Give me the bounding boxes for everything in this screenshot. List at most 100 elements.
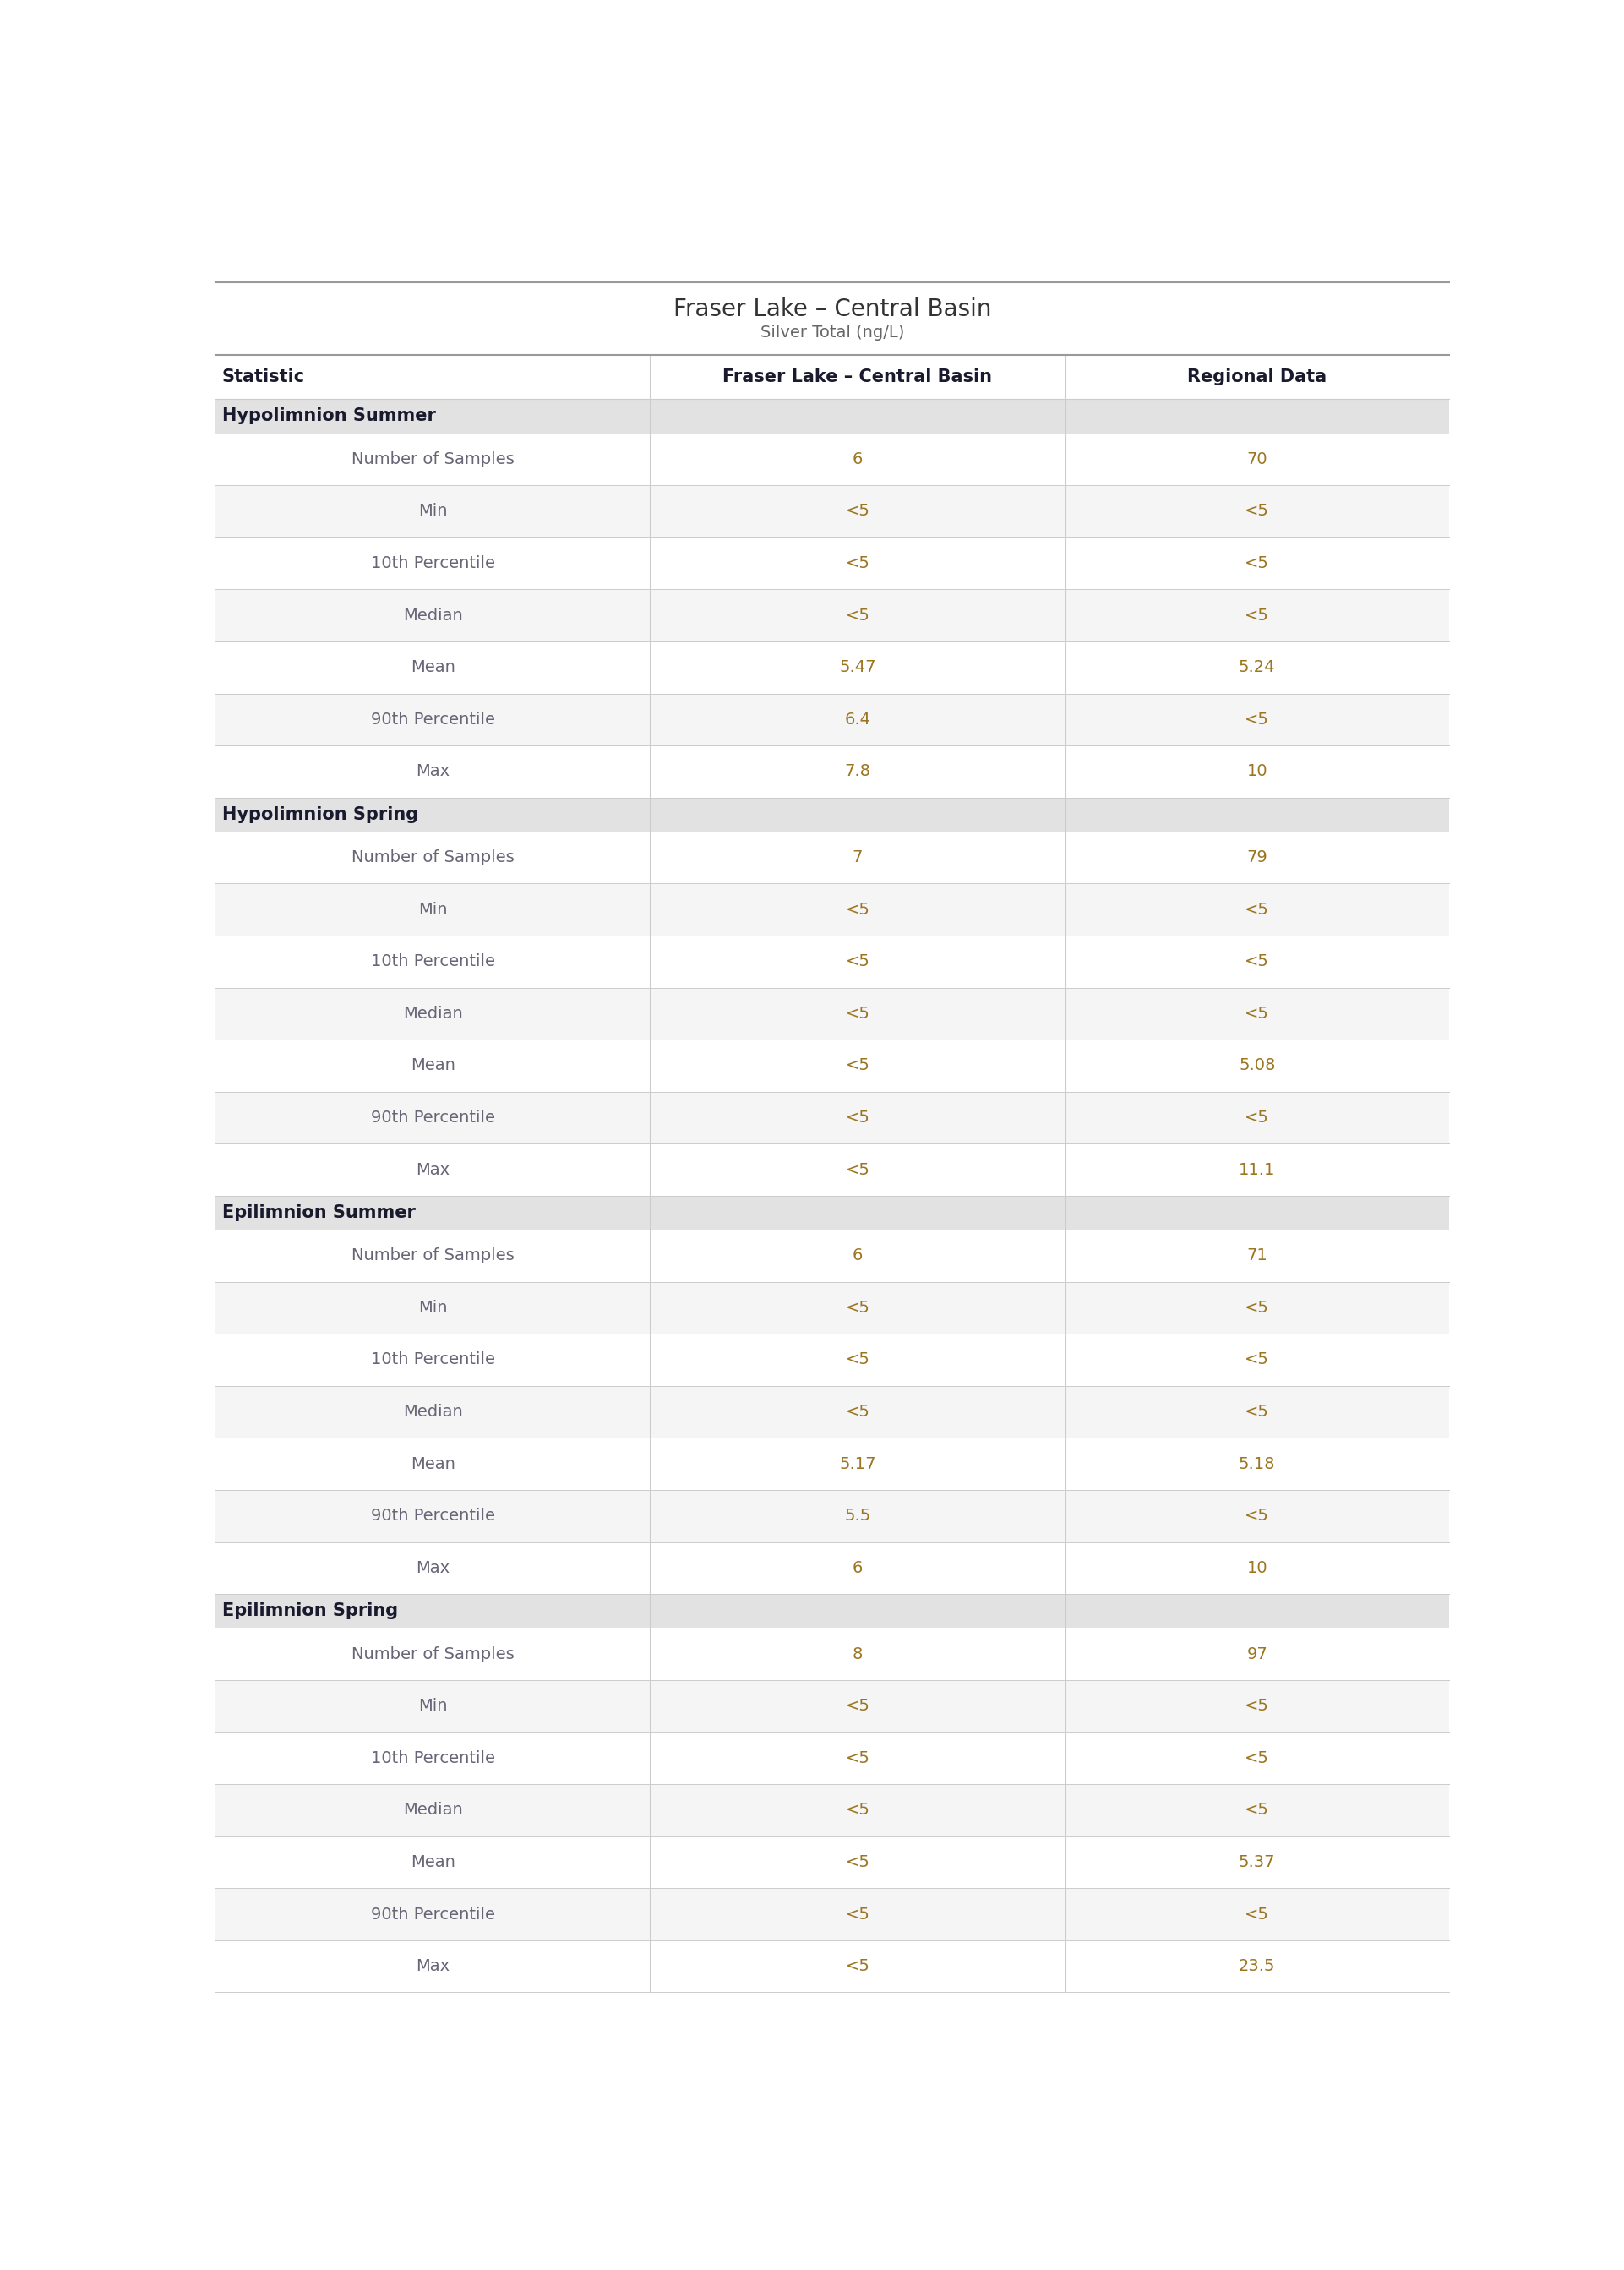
Text: Min: Min (417, 504, 447, 520)
Bar (216, 1489, 1449, 1541)
Text: <5: <5 (1246, 1507, 1270, 1523)
Text: <5: <5 (844, 1351, 870, 1369)
Text: 10: 10 (1247, 763, 1267, 779)
Text: 5.47: 5.47 (840, 658, 875, 676)
Text: Number of Samples: Number of Samples (351, 849, 515, 865)
Text: <5: <5 (844, 504, 870, 520)
Text: <5: <5 (1246, 1301, 1270, 1317)
Text: 5.18: 5.18 (1239, 1455, 1275, 1471)
Text: 71: 71 (1247, 1249, 1268, 1264)
Text: Mean: Mean (411, 658, 455, 676)
Bar (216, 1628, 1449, 1680)
Text: <5: <5 (844, 1058, 870, 1074)
Bar (216, 1230, 1449, 1283)
Text: <5: <5 (1246, 1006, 1270, 1021)
Text: Fraser Lake – Central Basin: Fraser Lake – Central Basin (674, 297, 991, 322)
Bar (216, 987, 1449, 1040)
Text: 5.17: 5.17 (840, 1455, 875, 1471)
Text: <5: <5 (844, 953, 870, 969)
Text: <5: <5 (844, 1855, 870, 1870)
Text: 10th Percentile: 10th Percentile (370, 556, 495, 572)
Text: <5: <5 (1246, 504, 1270, 520)
Text: 10th Percentile: 10th Percentile (370, 1351, 495, 1369)
Text: 5.5: 5.5 (844, 1507, 870, 1523)
Text: <5: <5 (1246, 1110, 1270, 1126)
Text: Statistic: Statistic (222, 368, 305, 386)
Text: 6.4: 6.4 (844, 711, 870, 726)
Text: 5.37: 5.37 (1239, 1855, 1275, 1870)
Text: Max: Max (416, 1162, 450, 1178)
Text: 8: 8 (853, 1646, 862, 1662)
Text: <5: <5 (1246, 953, 1270, 969)
Bar (216, 1385, 1449, 1437)
Bar (216, 590, 1449, 642)
Text: <5: <5 (844, 1110, 870, 1126)
Text: 7.8: 7.8 (844, 763, 870, 779)
Text: <5: <5 (844, 1907, 870, 1923)
Text: 10: 10 (1247, 1559, 1267, 1575)
Text: Median: Median (403, 1802, 463, 1818)
Bar (216, 486, 1449, 538)
Bar (216, 1680, 1449, 1732)
Text: <5: <5 (1246, 1907, 1270, 1923)
Text: 7: 7 (853, 849, 862, 865)
Text: Max: Max (416, 1959, 450, 1975)
Text: <5: <5 (844, 1959, 870, 1975)
Text: <5: <5 (844, 1698, 870, 1714)
Bar (216, 745, 1449, 797)
Text: <5: <5 (1246, 608, 1270, 624)
Text: <5: <5 (1246, 1802, 1270, 1818)
Text: 10th Percentile: 10th Percentile (370, 953, 495, 969)
Text: 6: 6 (853, 1249, 862, 1264)
Bar (216, 831, 1449, 883)
Text: <5: <5 (844, 1750, 870, 1766)
Text: <5: <5 (1246, 1403, 1270, 1419)
Bar (216, 1784, 1449, 1836)
Text: <5: <5 (1246, 1698, 1270, 1714)
Text: Median: Median (403, 608, 463, 624)
Bar (216, 400, 1449, 434)
Bar (216, 1594, 1449, 1628)
Text: <5: <5 (844, 1301, 870, 1317)
Text: Mean: Mean (411, 1058, 455, 1074)
Bar (216, 1941, 1449, 1993)
Text: <5: <5 (844, 608, 870, 624)
Bar (216, 935, 1449, 987)
Text: Epilimnion Spring: Epilimnion Spring (222, 1603, 398, 1619)
Text: Max: Max (416, 1559, 450, 1575)
Bar (216, 1541, 1449, 1594)
Text: 97: 97 (1247, 1646, 1268, 1662)
Bar (216, 797, 1449, 831)
Bar (216, 1836, 1449, 1889)
Text: <5: <5 (844, 1006, 870, 1021)
Bar (216, 642, 1449, 692)
Bar (216, 1040, 1449, 1092)
Text: <5: <5 (1246, 1351, 1270, 1369)
Text: Max: Max (416, 763, 450, 779)
Text: <5: <5 (1246, 901, 1270, 917)
Text: Hypolimnion Summer: Hypolimnion Summer (222, 409, 435, 424)
Bar (216, 692, 1449, 745)
Text: <5: <5 (844, 1403, 870, 1419)
Text: <5: <5 (1246, 711, 1270, 726)
Text: 70: 70 (1247, 452, 1267, 468)
Text: 6: 6 (853, 452, 862, 468)
Text: 5.24: 5.24 (1239, 658, 1275, 676)
Text: Regional Data: Regional Data (1187, 368, 1327, 386)
Text: 10th Percentile: 10th Percentile (370, 1750, 495, 1766)
Text: Min: Min (417, 1698, 447, 1714)
Text: Hypolimnion Spring: Hypolimnion Spring (222, 806, 417, 824)
Text: Median: Median (403, 1006, 463, 1021)
Text: 90th Percentile: 90th Percentile (370, 1110, 495, 1126)
Text: <5: <5 (844, 1162, 870, 1178)
Bar (216, 1732, 1449, 1784)
Text: Min: Min (417, 1301, 447, 1317)
Text: <5: <5 (844, 1802, 870, 1818)
Text: Mean: Mean (411, 1455, 455, 1471)
Text: <5: <5 (1246, 556, 1270, 572)
Text: 5.08: 5.08 (1239, 1058, 1275, 1074)
Text: Mean: Mean (411, 1855, 455, 1870)
Bar (216, 1144, 1449, 1196)
Text: Median: Median (403, 1403, 463, 1419)
Text: Silver Total (ng/L): Silver Total (ng/L) (760, 325, 905, 340)
